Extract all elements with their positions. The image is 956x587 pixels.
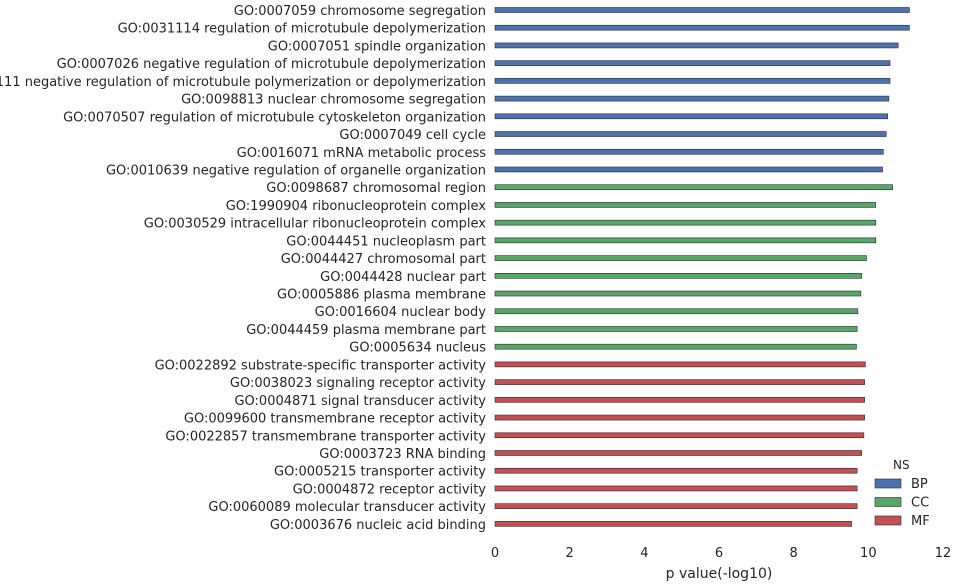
bar-5 [494, 95, 890, 102]
bar-13 [494, 237, 877, 244]
bar-19 [494, 343, 857, 350]
legend-label-cc: CC [911, 496, 929, 511]
category-label-29: GO:0003676 nucleic acid binding [270, 518, 486, 533]
x-tick-label-2: 4 [640, 546, 648, 561]
legend-label-mf: MF [911, 514, 930, 529]
bars [494, 7, 910, 527]
bar-16 [494, 290, 862, 297]
bar-15 [494, 272, 862, 279]
bar-0 [494, 7, 910, 13]
category-label-9: GO:0010639 negative regulation of organe… [106, 163, 486, 178]
x-axis-label: p value(-log10) [666, 566, 773, 582]
category-label-10: GO:0098687 chromosomal region [266, 181, 486, 196]
legend-swatch-cc [874, 497, 902, 507]
category-labels: GO:0007059 chromosome segregation GO:0031… [0, 4, 486, 533]
bar-10 [494, 184, 893, 190]
bar-20 [494, 361, 866, 368]
bar-2 [494, 42, 899, 49]
bar-4 [494, 78, 891, 84]
category-label-19: GO:0005634 nucleus [349, 341, 486, 356]
legend-items: BP CC MF [874, 477, 930, 529]
category-label-18: GO:0044459 plasma membrane part [246, 323, 486, 338]
bar-11 [494, 202, 877, 208]
bar-24 [494, 432, 865, 439]
category-label-16: GO:0005886 plasma membrane [277, 288, 486, 303]
legend-swatch-bp [874, 478, 902, 489]
bar-27 [494, 485, 858, 492]
legend: NS BP CC MF [874, 458, 930, 529]
category-label-15: GO:0044428 nuclear part [320, 270, 486, 285]
bar-6 [494, 113, 889, 120]
category-label-25: GO:0003723 RNA binding [319, 447, 486, 462]
bar-1 [494, 24, 910, 31]
category-label-26: GO:0005215 transporter activity [274, 465, 486, 480]
x-tick-label-5: 10 [860, 546, 877, 561]
category-label-0: GO:0007059 chromosome segregation [234, 4, 486, 19]
legend-title: NS [893, 458, 910, 472]
bar-26 [494, 467, 858, 474]
category-label-2: GO:0007051 spindle organization [268, 39, 486, 54]
bar-29 [494, 521, 852, 527]
bar-3 [494, 60, 891, 66]
x-tick-label-6: 12 [935, 546, 952, 561]
category-label-21: GO:0038023 signaling receptor activity [230, 376, 486, 391]
bar-14 [494, 255, 867, 261]
category-label-23: GO:0099600 transmembrane receptor activi… [184, 412, 486, 427]
x-tick-label-3: 6 [715, 546, 723, 561]
category-label-5: GO:0098813 nuclear chromosome segregatio… [181, 93, 486, 108]
category-label-8: GO:0016071 mRNA metabolic process [237, 146, 487, 161]
bar-8 [494, 148, 884, 155]
legend-swatch-mf [874, 515, 902, 526]
bar-25 [494, 450, 862, 456]
category-label-4: GO:0031111 negative regulation of microt… [0, 75, 486, 90]
bar-28 [494, 503, 858, 509]
bar-12 [494, 219, 877, 226]
legend-label-bp: BP [911, 477, 928, 492]
category-label-13: GO:0044451 nucleoplasm part [286, 234, 486, 249]
category-label-22: GO:0004871 signal transducer activity [234, 394, 486, 409]
category-label-20: GO:0022892 substrate-specific transporte… [155, 358, 487, 373]
category-label-3: GO:0007026 negative regulation of microt… [57, 57, 486, 72]
category-label-28: GO:0060089 molecular transducer activity [208, 500, 486, 515]
bar-23 [494, 414, 865, 421]
category-label-27: GO:0004872 receptor activity [293, 482, 487, 497]
bar-18 [494, 326, 858, 332]
category-label-6: GO:0070507 regulation of microtubule cyt… [63, 110, 486, 125]
category-label-17: GO:0016604 nuclear body [315, 305, 487, 320]
x-axis: 0 2 4 6 8 10 12 [491, 546, 951, 561]
bar-21 [494, 379, 865, 385]
category-label-12: GO:0030529 intracellular ribonucleoprote… [144, 217, 487, 232]
x-tick-label-1: 2 [566, 546, 574, 561]
bar-17 [494, 308, 859, 315]
bar-9 [494, 166, 883, 173]
category-label-7: GO:0007049 cell cycle [339, 128, 486, 143]
bar-7 [494, 131, 887, 137]
x-tick-label-4: 8 [790, 546, 798, 561]
category-label-14: GO:0044427 chromosomal part [281, 252, 486, 267]
category-label-11: GO:1990904 ribonucleoprotein complex [226, 199, 487, 214]
x-tick-label-0: 0 [491, 546, 499, 561]
category-label-1: GO:0031114 regulation of microtubule dep… [118, 22, 486, 37]
category-label-24: GO:0022857 transmembrane transporter act… [165, 429, 486, 444]
bar-22 [494, 397, 865, 403]
